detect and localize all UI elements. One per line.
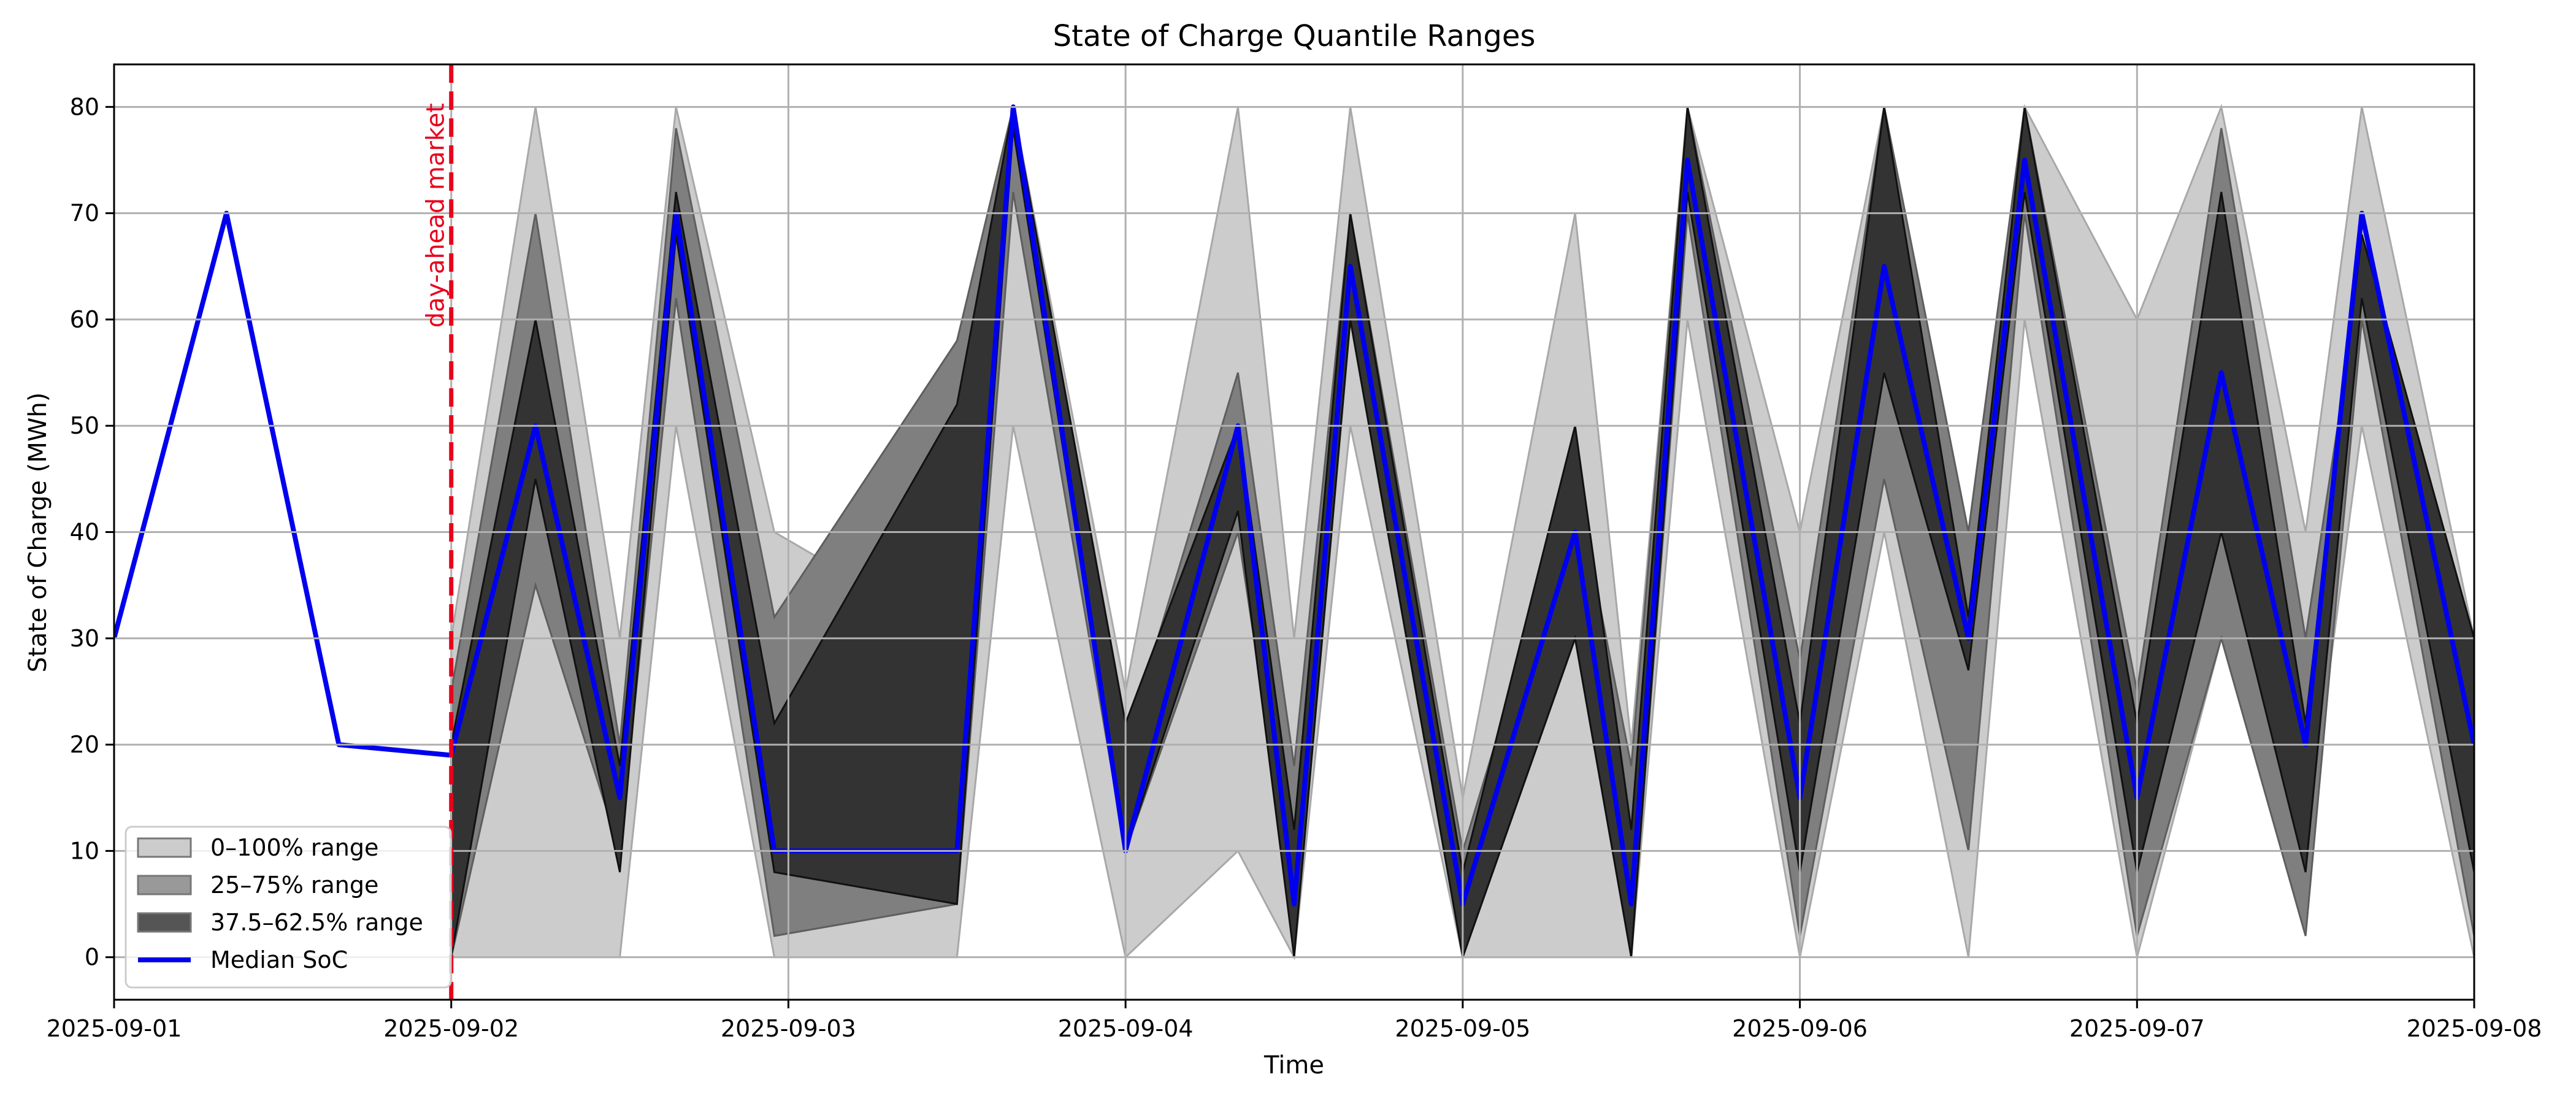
y-tick-label: 20	[70, 731, 99, 758]
x-tick-label: 2025-09-04	[1058, 1015, 1194, 1042]
y-tick-label: 50	[70, 412, 99, 439]
legend-label: 0–100% range	[210, 834, 378, 861]
chart-title: State of Charge Quantile Ranges	[1053, 19, 1536, 53]
legend-swatch	[137, 875, 192, 895]
legend-label: 25–75% range	[210, 872, 378, 899]
y-tick-label: 60	[70, 306, 99, 333]
y-axis-label: State of Charge (MWh)	[24, 393, 52, 673]
x-tick-label: 2025-09-01	[47, 1015, 182, 1042]
x-tick-label: 2025-09-06	[1732, 1015, 1868, 1042]
median-soc-line	[114, 104, 2474, 907]
x-tick-label: 2025-09-07	[2069, 1015, 2205, 1042]
y-tick-label: 30	[70, 625, 99, 652]
legend-box	[125, 826, 452, 989]
y-tick-label: 40	[70, 519, 99, 546]
x-tick-label: 2025-09-02	[383, 1015, 519, 1042]
legend-label: Median SoC	[210, 946, 348, 973]
y-tick-label: 0	[85, 944, 99, 971]
legend-label: 37.5–62.5% range	[210, 909, 423, 936]
legend-swatch	[137, 837, 192, 858]
y-tick-label: 80	[70, 93, 99, 120]
day-ahead-marker-label: day-ahead market	[422, 103, 450, 328]
legend: 0–100% range 25–75% range 37.5–62.5% range…	[125, 826, 452, 989]
y-tick-label: 10	[70, 837, 99, 864]
x-tick-label: 2025-09-03	[721, 1015, 856, 1042]
x-tick-label: 2025-09-08	[2407, 1015, 2542, 1042]
x-axis-label: Time	[1263, 1051, 1324, 1079]
y-tick-label: 70	[70, 200, 99, 227]
x-tick-label: 2025-09-05	[1395, 1015, 1530, 1042]
legend-swatch	[137, 912, 192, 933]
